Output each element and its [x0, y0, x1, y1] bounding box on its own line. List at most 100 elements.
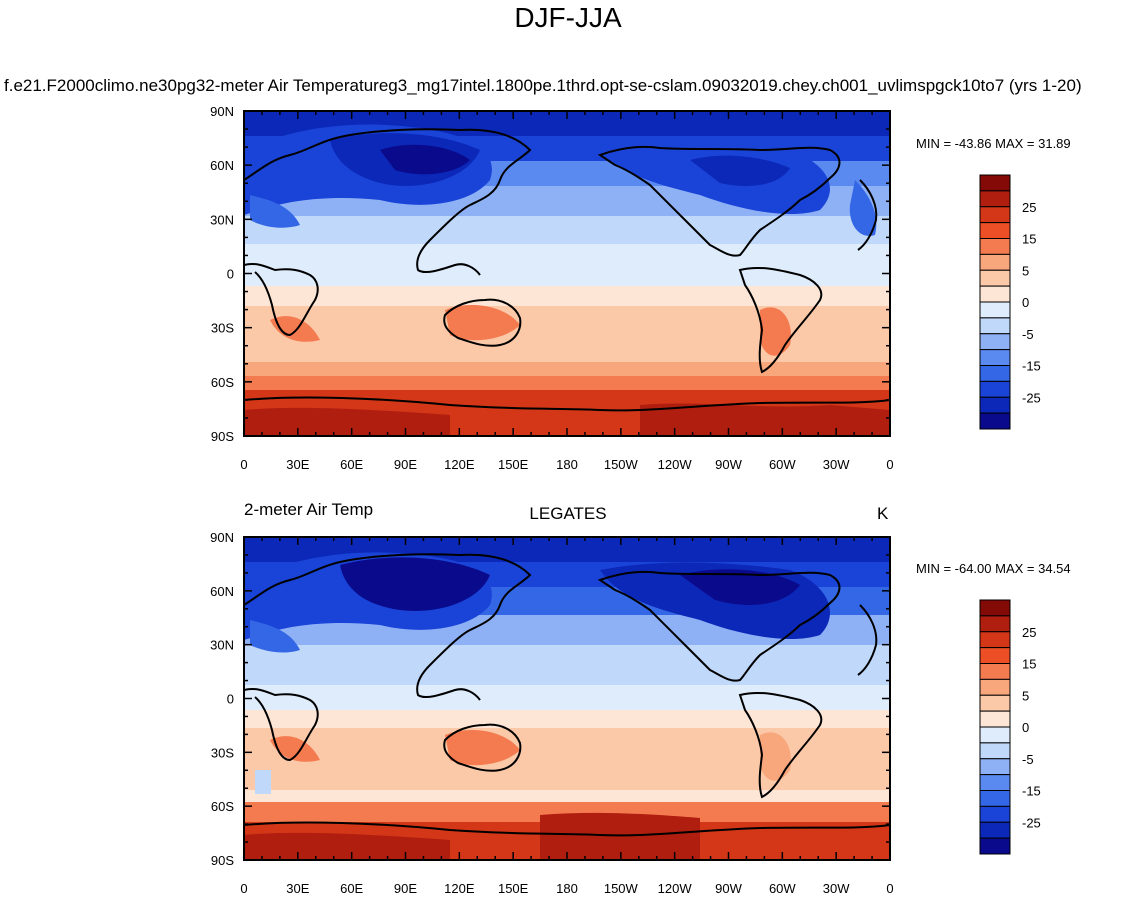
figure-title: DJF-JJA [514, 2, 622, 33]
lat-label: 30S [211, 745, 234, 760]
lat-label: 30N [210, 638, 234, 653]
colorbar-label: 0 [1022, 720, 1029, 735]
lon-label: 60E [340, 881, 363, 896]
colorbar-label: -15 [1022, 359, 1041, 374]
colorbar-swatch [979, 412, 1011, 430]
lon-label: 90E [394, 881, 417, 896]
colorbar-swatch [979, 333, 1011, 351]
colorbar-label: 5 [1022, 688, 1029, 703]
lat-label: 60N [210, 584, 234, 599]
lat-label: 90N [210, 530, 234, 545]
panel2-center-title: LEGATES [529, 504, 607, 523]
colorbar-swatch [979, 206, 1011, 224]
colorbar-swatch [979, 285, 1011, 303]
colorbar-swatch [979, 821, 1011, 839]
colorbar-swatch [979, 238, 1011, 255]
lon-label: 120E [444, 457, 475, 472]
panel1-left-title: f.e21.F2000climo.ne30pg32-meter Air Temp… [4, 76, 1082, 95]
panel2-colorbar: 25 15 5 0 -5 -15 -25 [979, 599, 1041, 855]
lon-label: 150W [604, 881, 639, 896]
lon-label: 60W [769, 881, 796, 896]
lat-label: 90S [211, 429, 234, 444]
panel1-colorbar: 25 15 5 0 -5 -15 -25 [979, 174, 1041, 430]
colorbar-swatch [979, 790, 1011, 807]
lon-label: 30W [823, 457, 850, 472]
panel2-min-max: MIN = -64.00 MAX = 34.54 [916, 561, 1071, 576]
colorbar-swatch [979, 396, 1011, 414]
lon-label: 0 [240, 457, 247, 472]
lat-label: 60S [211, 799, 234, 814]
colorbar-swatch [979, 253, 1011, 271]
colorbar-label: 5 [1022, 263, 1029, 278]
lat-label: 30N [210, 212, 234, 227]
colorbar-swatch [979, 805, 1011, 823]
panel1-min-max: MIN = -43.86 MAX = 31.89 [916, 136, 1071, 151]
colorbar-label: -25 [1022, 815, 1041, 830]
colorbar-swatch [979, 663, 1011, 680]
lat-label: 60N [210, 158, 234, 173]
lon-label: 30E [286, 457, 309, 472]
panel1-ticks [243, 110, 891, 437]
colorbar-swatch [979, 349, 1011, 366]
lon-label: 0 [886, 457, 893, 472]
colorbar-swatch [979, 694, 1011, 712]
lon-label: 60E [340, 457, 363, 472]
colorbar-swatch [979, 190, 1011, 208]
colorbar-swatch [979, 726, 1011, 744]
lon-label: 120E [444, 881, 475, 896]
panel2-right-title: K [877, 504, 889, 523]
lon-label: 90W [715, 457, 742, 472]
colorbar-swatch [979, 615, 1011, 633]
colorbar-swatch [979, 758, 1011, 776]
lon-label: 0 [886, 881, 893, 896]
lon-label: 60W [769, 457, 796, 472]
colorbar-swatch [979, 774, 1011, 791]
colorbar-swatch [979, 599, 1011, 617]
lon-label: 0 [240, 881, 247, 896]
colorbar-swatch [979, 837, 1011, 855]
panel2-map [244, 537, 890, 860]
lat-label: 90N [210, 104, 234, 119]
colorbar-label: 15 [1022, 657, 1036, 672]
colorbar-swatch [979, 174, 1011, 192]
lon-label: 150E [498, 457, 529, 472]
lat-label: 90S [211, 853, 234, 868]
lat-label: 0 [227, 692, 234, 707]
colorbar-swatch [979, 678, 1011, 696]
lon-label: 180 [556, 881, 578, 896]
colorbar-swatch [979, 380, 1011, 398]
colorbar-label: 15 [1022, 232, 1036, 247]
colorbar-swatch [979, 631, 1011, 649]
colorbar-swatch [979, 365, 1011, 382]
lat-label: 0 [227, 267, 234, 282]
colorbar-swatch [979, 647, 1011, 664]
panel1-axis-labels: 90N 60N 30N 0 30S 60S 90S 0 30E 60E 90E 120E 150E 180… [210, 104, 893, 472]
panel1-map [244, 111, 890, 436]
colorbar-label: -25 [1022, 390, 1041, 405]
colorbar-label: 25 [1022, 625, 1036, 640]
lon-label: 120W [658, 881, 693, 896]
colorbar-swatch [979, 269, 1011, 287]
lon-label: 120W [658, 457, 693, 472]
colorbar-swatch [979, 301, 1011, 319]
lat-label: 60S [211, 375, 234, 390]
lon-label: 150E [498, 881, 529, 896]
lon-label: 90W [715, 881, 742, 896]
colorbar-label: -5 [1022, 752, 1034, 767]
colorbar-swatch [979, 710, 1011, 728]
colorbar-swatch [979, 222, 1011, 239]
colorbar-label: 0 [1022, 295, 1029, 310]
lon-label: 90E [394, 457, 417, 472]
colorbar-swatch [979, 317, 1011, 335]
panel2-axis-labels: 90N 60N 30N 0 30S 60S 90S 0 30E 60E 90E 120E 150E 180… [210, 530, 893, 896]
lon-label: 180 [556, 457, 578, 472]
lon-label: 30E [286, 881, 309, 896]
lat-label: 30S [211, 321, 234, 336]
colorbar-label: 25 [1022, 200, 1036, 215]
panel2-ticks [243, 536, 891, 861]
colorbar-swatch [979, 742, 1011, 760]
panel2-left-title: 2-meter Air Temp [244, 500, 374, 519]
colorbar-label: -5 [1022, 327, 1034, 342]
lon-label: 30W [823, 881, 850, 896]
